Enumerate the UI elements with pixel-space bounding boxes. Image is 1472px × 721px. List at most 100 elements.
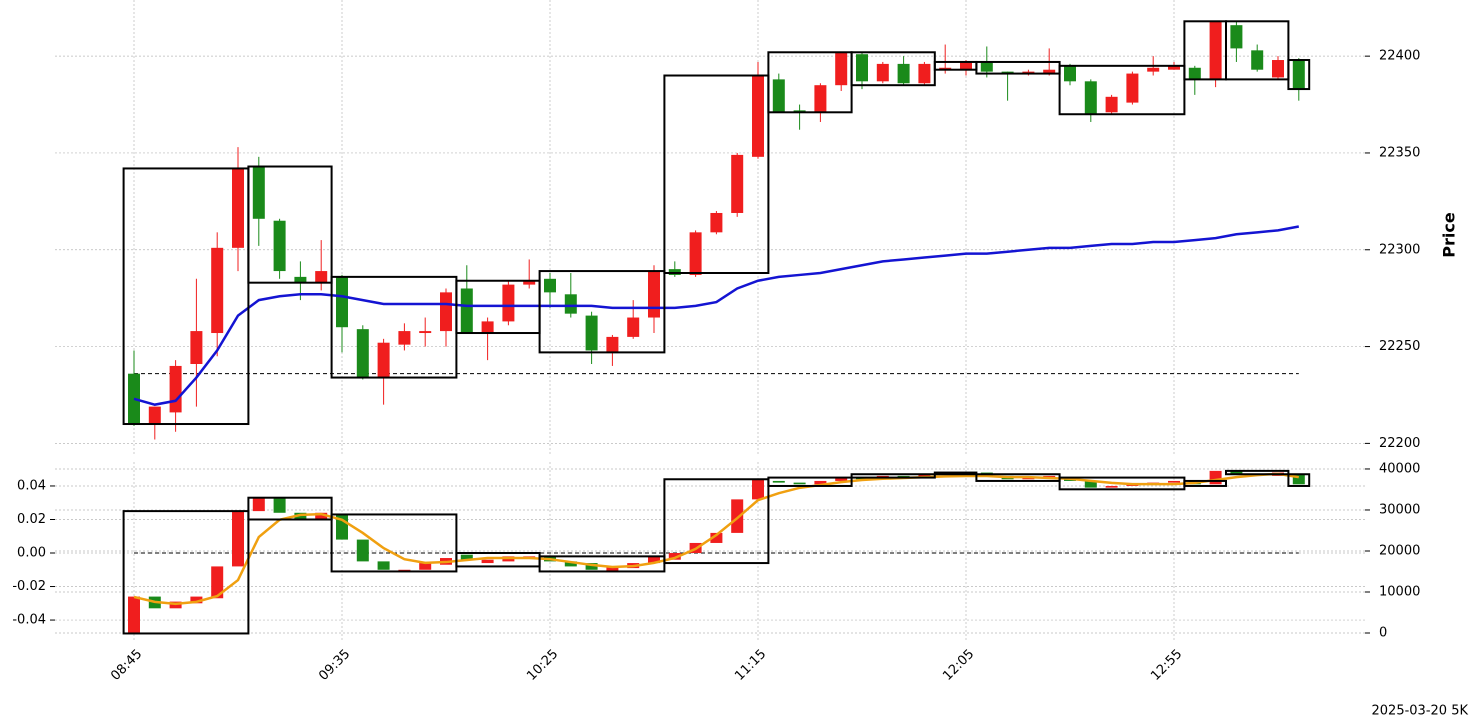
- range-box: [933, 471, 978, 476]
- candle-body: [668, 553, 681, 560]
- candle-body: [814, 85, 827, 113]
- candle-body: [440, 292, 452, 332]
- y-tick-label: 0.02: [17, 512, 46, 527]
- candle-body: [128, 596, 140, 634]
- range-box: [122, 167, 250, 426]
- candle-body: [273, 497, 286, 513]
- candle-body: [918, 474, 931, 478]
- candle-body: [481, 321, 494, 334]
- candle-body: [772, 79, 785, 113]
- range-box: [663, 74, 770, 274]
- candle-body: [835, 477, 848, 481]
- y-tick-label: -0.04: [12, 613, 46, 628]
- range-box: [1183, 479, 1228, 487]
- candle-body: [1209, 470, 1222, 485]
- candle-body: [960, 61, 972, 70]
- range-box: [247, 496, 333, 521]
- y-tick-label: 22400: [1379, 49, 1420, 64]
- range-box: [850, 473, 936, 479]
- range-box: [330, 275, 458, 379]
- x-tick-label: 08:45: [108, 647, 145, 684]
- x-tick-label: 10:25: [524, 647, 561, 684]
- candle-body: [835, 52, 848, 86]
- candle-body: [1188, 67, 1201, 80]
- range-box: [1287, 59, 1311, 91]
- y-tick-label: 20000: [1379, 543, 1420, 558]
- candle-body: [1064, 65, 1076, 82]
- candle-body: [772, 480, 785, 483]
- candle-body: [398, 569, 411, 571]
- candle-body: [731, 154, 744, 213]
- candle-body: [273, 220, 286, 272]
- candle-body: [377, 342, 390, 378]
- candle-body: [814, 480, 827, 485]
- candle-body: [648, 556, 660, 564]
- candle-body: [252, 166, 265, 219]
- candle-body: [876, 63, 889, 82]
- y-tick-label: 0.04: [17, 478, 46, 493]
- candle-body: [689, 232, 702, 275]
- candle-body: [856, 54, 868, 82]
- candle-body: [585, 315, 598, 351]
- candle-body: [419, 563, 432, 570]
- candle-body: [752, 479, 764, 500]
- candle-body: [252, 497, 265, 512]
- candle-body: [1147, 67, 1160, 72]
- candle-body: [315, 512, 328, 520]
- candle-body: [1230, 25, 1243, 49]
- candle-body: [377, 561, 390, 570]
- candle-body: [1105, 96, 1118, 113]
- y-axis-label: Price: [1440, 212, 1459, 258]
- candle-body: [585, 563, 598, 570]
- candle-body: [502, 284, 515, 322]
- y-tick-label: 0.00: [17, 546, 46, 561]
- candle-body: [460, 554, 473, 560]
- candle-body: [1105, 485, 1118, 488]
- candle-body: [731, 499, 744, 533]
- range-box: [1225, 469, 1290, 476]
- range-box: [122, 510, 250, 635]
- x-tick-label: 12:55: [1148, 647, 1185, 684]
- y-tick-label: 22350: [1379, 145, 1420, 160]
- candle-body: [752, 75, 764, 157]
- candle-body: [356, 539, 369, 562]
- candle-body: [336, 276, 348, 328]
- range-box: [663, 478, 770, 565]
- candle-body: [398, 331, 411, 345]
- candle-body: [211, 247, 224, 334]
- candle-body: [564, 561, 577, 567]
- candle-body: [1209, 21, 1222, 80]
- candle-body: [648, 271, 660, 318]
- candle-body: [710, 212, 723, 233]
- candle-body: [710, 532, 723, 543]
- candle-body: [1022, 477, 1035, 480]
- candle-body: [315, 271, 328, 283]
- candle-body: [1230, 470, 1243, 475]
- candle-body: [232, 511, 244, 567]
- candle-body: [897, 63, 910, 84]
- candle-body: [1084, 480, 1097, 488]
- candle-body: [1043, 69, 1056, 74]
- line: [133, 472, 1299, 606]
- range-box: [538, 270, 666, 354]
- candle-body: [419, 331, 432, 334]
- candle-body: [1084, 81, 1097, 115]
- candle-body: [232, 168, 244, 248]
- y-tick-label: -0.02: [12, 579, 46, 594]
- range-box: [767, 476, 853, 487]
- y-tick-label: 22200: [1379, 436, 1420, 451]
- y-tick-label: 22300: [1379, 242, 1420, 257]
- candle-body: [523, 280, 536, 285]
- candle-body: [169, 365, 182, 413]
- candle-body: [1168, 480, 1180, 483]
- candle-body: [606, 336, 619, 353]
- candle-body: [190, 331, 203, 364]
- candle-body: [564, 294, 577, 314]
- candle-body: [1292, 60, 1305, 90]
- candle-body: [211, 566, 224, 599]
- candle-body: [148, 406, 161, 425]
- candle-body: [460, 288, 473, 334]
- y-tick-label: 40000: [1379, 461, 1420, 476]
- candle-body: [356, 329, 369, 378]
